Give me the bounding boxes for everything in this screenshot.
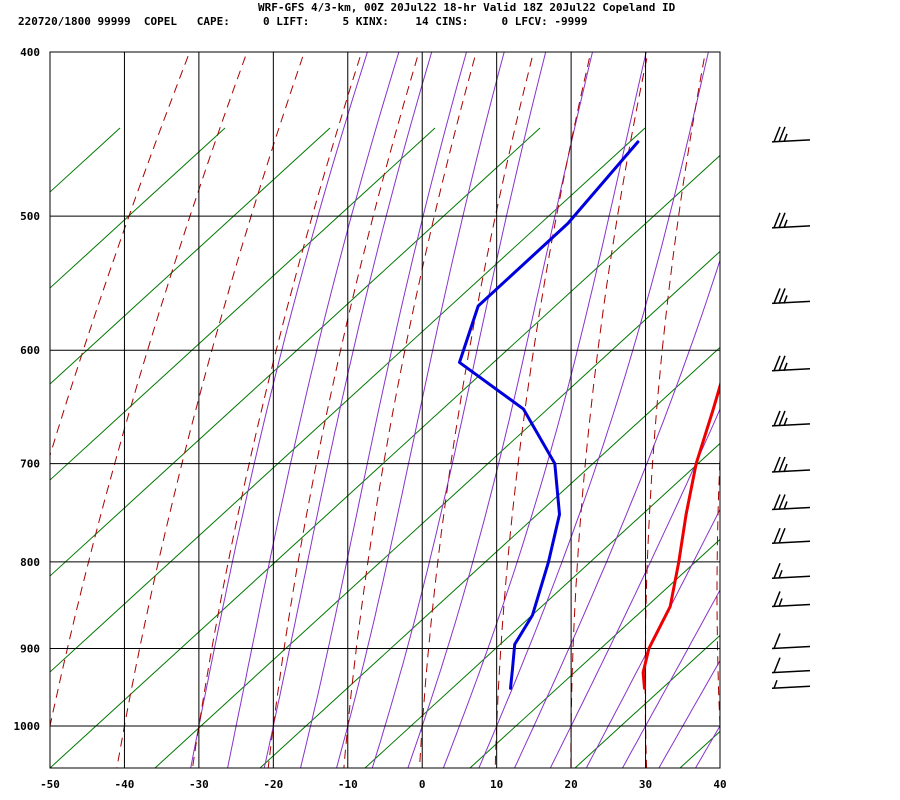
plot-frame [49, 51, 721, 769]
wind-barb [771, 562, 811, 579]
moist-adiabat-line [371, 52, 547, 768]
pressure-tick-label: 1000 [14, 720, 41, 733]
sounding-profiles [458, 140, 720, 690]
wind-barb [771, 212, 811, 229]
moist-adiabat-line [407, 52, 594, 768]
moist-adiabat-line [263, 52, 433, 768]
grid-lines [49, 51, 721, 768]
mixing-ratio-line [50, 127, 646, 673]
moist-adiabat-line [478, 52, 709, 768]
temperature-tick-label: -30 [189, 778, 209, 791]
pressure-tick-label: 900 [20, 642, 40, 655]
wind-barb [771, 633, 811, 650]
mixing-ratio-line [154, 250, 720, 768]
moist-adiabat-line [227, 52, 400, 768]
pressure-tick-label: 700 [20, 458, 40, 471]
moist-adiabat-line [442, 52, 647, 768]
dewpoint-profile-line [458, 140, 640, 690]
wind-barb [771, 680, 811, 690]
moist-adiabat-line [658, 659, 720, 768]
dry-adiabat-line [494, 52, 592, 768]
dry-adiabat-line [644, 52, 706, 768]
temperature-tick-label: 30 [639, 778, 652, 791]
dry-adiabat-line [192, 52, 363, 768]
mixing-ratio-line [0, 128, 15, 768]
dry-adiabat-line [570, 52, 649, 768]
dry-adiabat-line [716, 446, 720, 737]
dry-adiabat-line [787, 14, 826, 769]
temperature-tick-label: 10 [490, 778, 503, 791]
wind-barb [771, 288, 811, 305]
temperature-tick-label: -20 [263, 778, 283, 791]
sounding-indices: 220720/1800 99999 COPEL CAPE: 0 LIFT: 5 … [18, 15, 588, 28]
wind-barb [771, 494, 811, 511]
dry-adiabat-line [854, 14, 882, 769]
wind-barb [771, 456, 811, 473]
mixing-ratio-line [50, 127, 541, 577]
mixing-ratio-line [50, 127, 121, 193]
mixing-ratio-line [50, 127, 331, 385]
dry-adiabat-line [419, 52, 535, 768]
chart-title: WRF-GFS 4/3-km, 00Z 20Jul22 18-hr Valid … [258, 1, 676, 14]
moist-adiabat-line [621, 588, 720, 768]
pressure-tick-label: 500 [20, 210, 40, 223]
dry-adiabats [50, 14, 882, 769]
mixing-ratio-line [574, 634, 720, 768]
wind-barb [771, 355, 811, 372]
pressure-tick-label: 400 [20, 46, 40, 59]
moist-adiabat-line [549, 407, 720, 768]
wind-barb [771, 591, 811, 608]
mixing-ratio-lines [0, 127, 900, 768]
wind-barb [771, 657, 811, 674]
dry-adiabat-line [343, 52, 477, 768]
moist-adiabat-line [585, 508, 720, 768]
temperature-axis: -50 -40 -30 -20 -10 0 10 20 30 40 [40, 778, 727, 791]
wind-barb [771, 126, 811, 143]
pressure-axis: 400 500 600 700 800 900 1000 [14, 46, 41, 733]
temperature-tick-label: 20 [564, 778, 577, 791]
pressure-tick-label: 600 [20, 344, 40, 357]
temperature-tick-label: 0 [419, 778, 426, 791]
moist-adiabat-line [300, 52, 468, 768]
temperature-tick-label: -40 [115, 778, 135, 791]
mixing-ratio-line [259, 346, 720, 768]
dry-adiabat-line [267, 52, 420, 768]
mixing-ratio-line [50, 127, 436, 481]
moist-adiabat-line [190, 52, 368, 768]
wind-barb [771, 527, 811, 544]
temperature-tick-label: 40 [713, 778, 726, 791]
dry-adiabat-line [116, 52, 305, 768]
mixing-ratio-line [50, 154, 720, 768]
mixing-ratio-line [890, 128, 900, 768]
wind-barb [771, 410, 811, 427]
moist-adiabats [190, 52, 720, 768]
mixing-ratio-line [50, 127, 226, 289]
mixing-ratio-line [785, 128, 900, 768]
moist-adiabat-line [513, 258, 720, 768]
dry-adiabat-line [50, 52, 191, 458]
temperature-tick-label: -10 [338, 778, 358, 791]
pressure-tick-label: 800 [20, 556, 40, 569]
wind-barbs [771, 126, 811, 690]
dry-adiabat-line [50, 52, 248, 729]
temperature-profile-line [641, 380, 720, 690]
moist-adiabat-line [694, 725, 720, 768]
chart-header: WRF-GFS 4/3-km, 00Z 20Jul22 18-hr Valid … [0, 0, 900, 34]
temperature-tick-label: -50 [40, 778, 60, 791]
mixing-ratio-line [469, 538, 720, 768]
moist-adiabat-line [336, 52, 505, 768]
mixing-ratio-line [364, 442, 720, 768]
